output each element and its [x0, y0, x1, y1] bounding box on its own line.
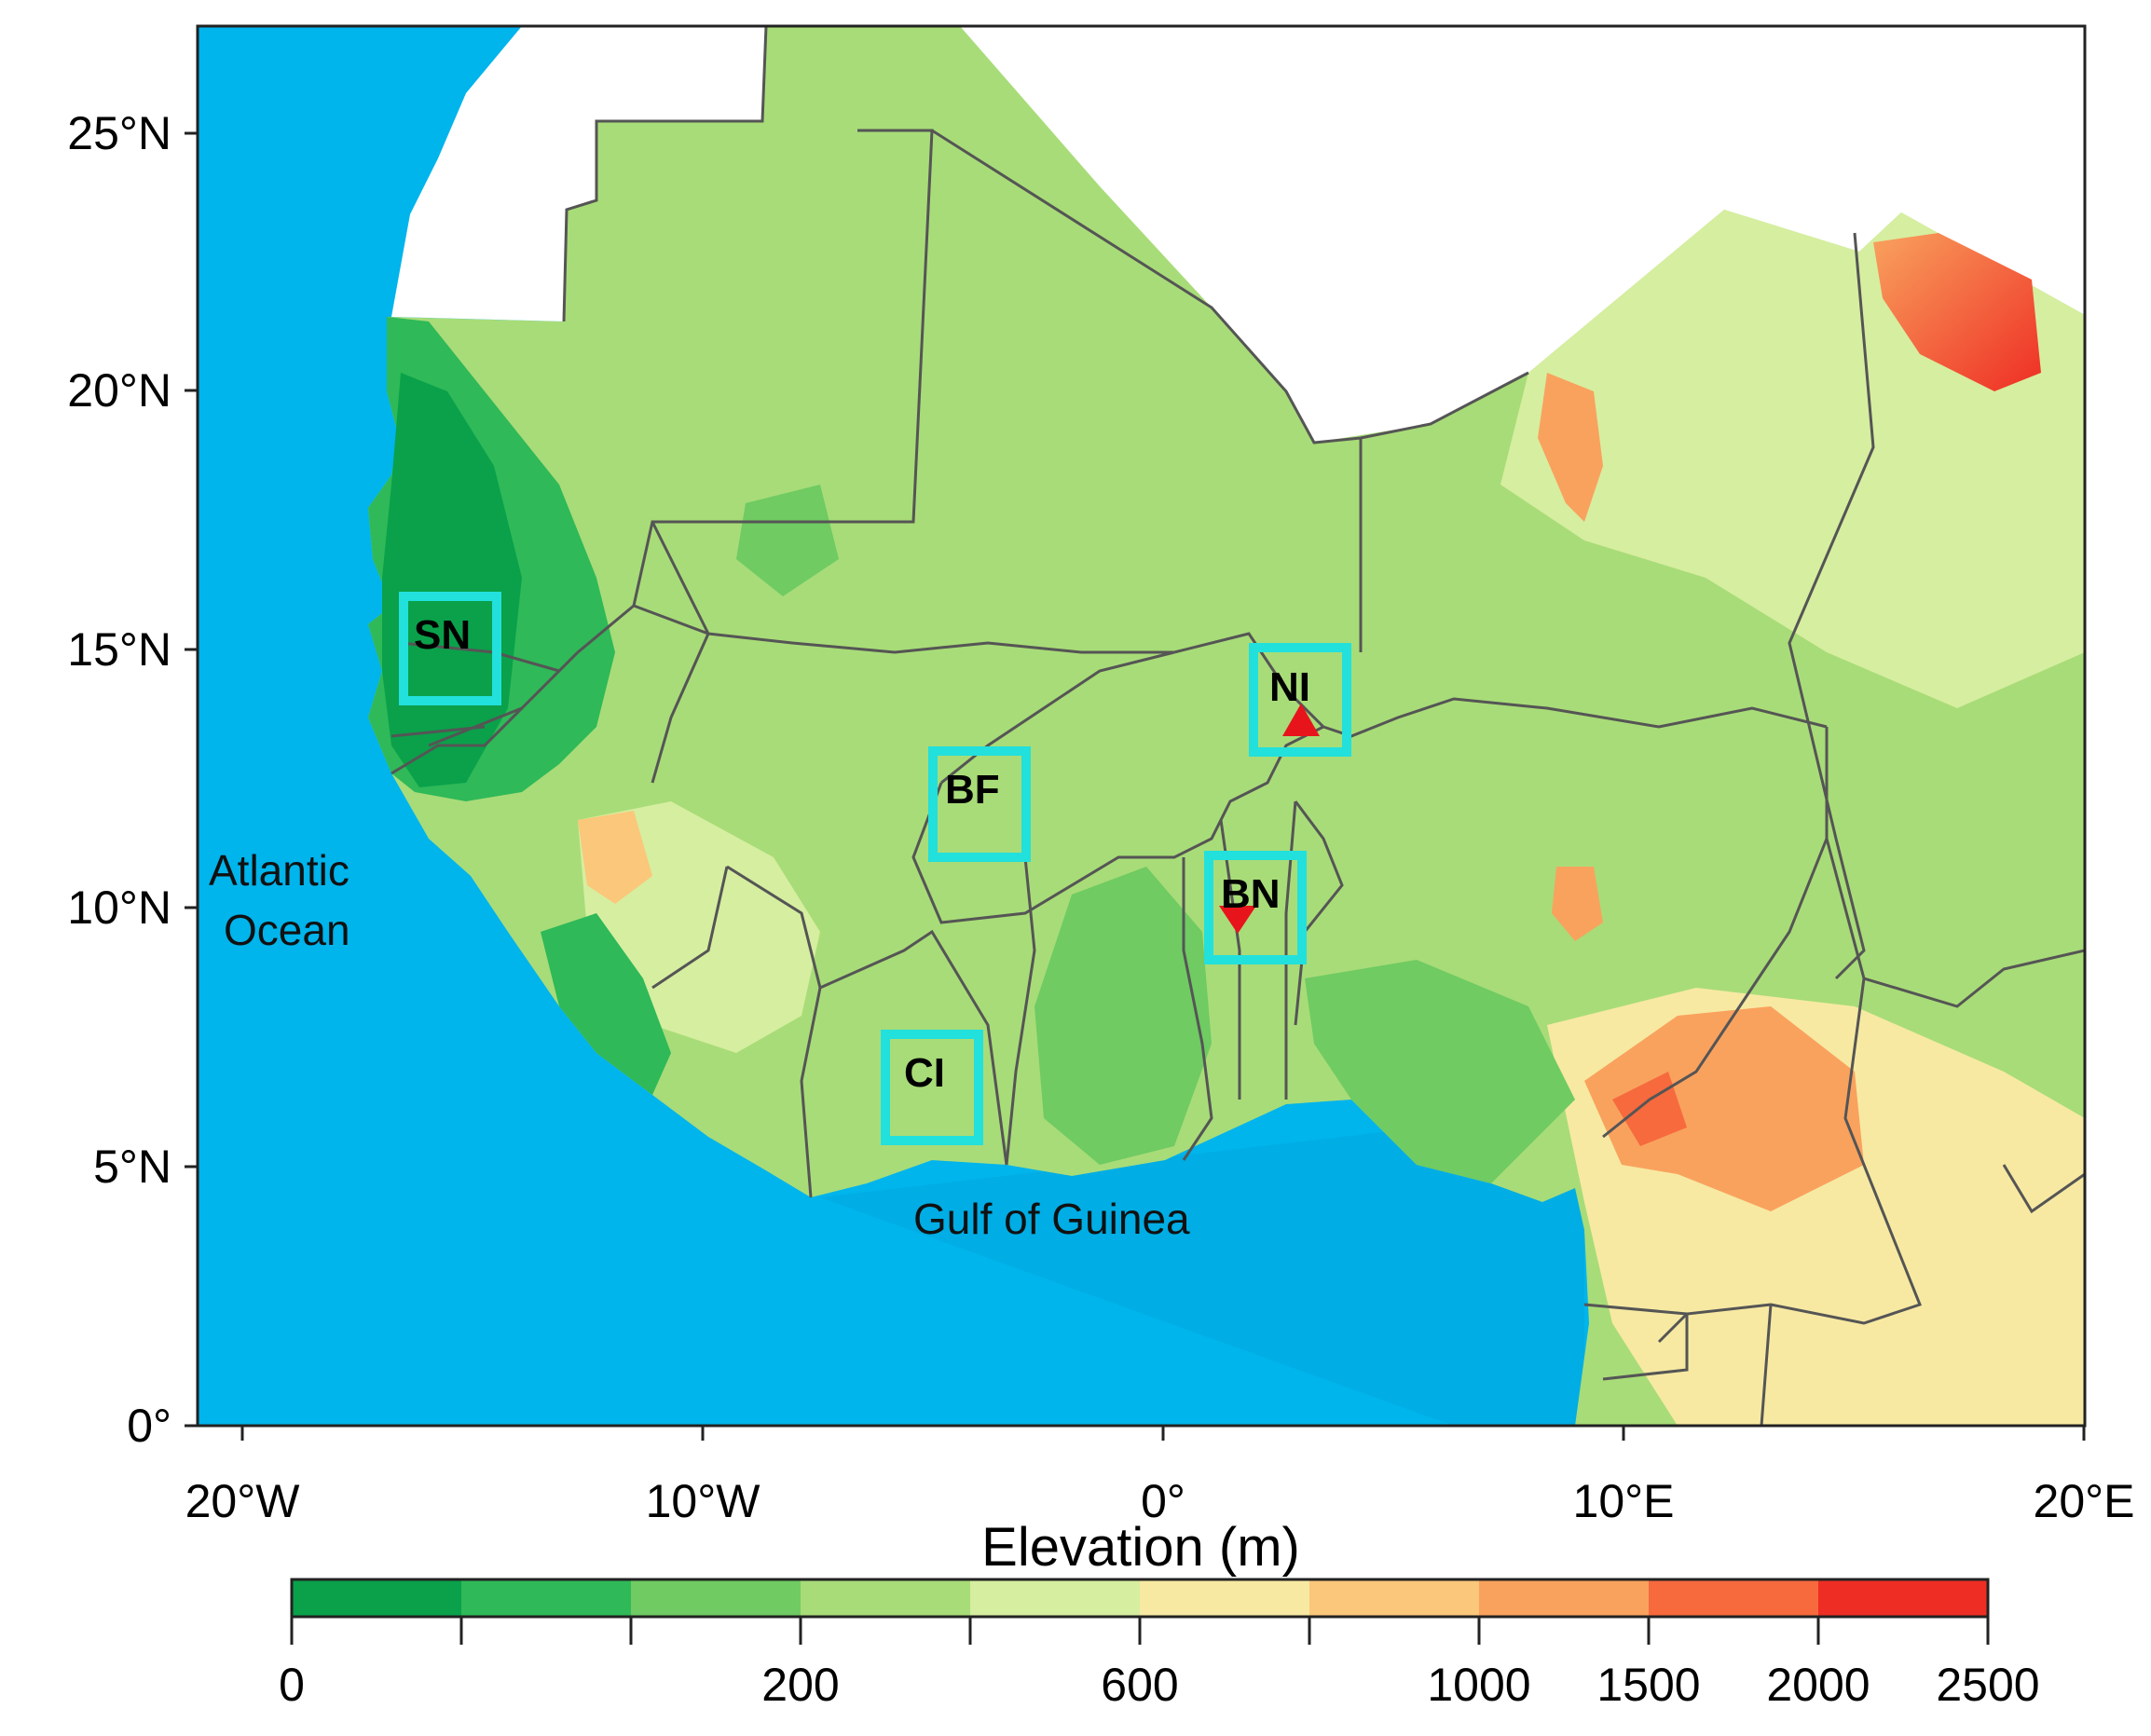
colorbar-tick-label: 1500 [1596, 1659, 1700, 1711]
colorbar-tick-label: 0 [279, 1659, 305, 1711]
highland-jos [1552, 867, 1603, 941]
region-label-sn: SN [414, 612, 471, 658]
lon-label-10w: 10°W [646, 1475, 761, 1527]
region-box-sn [399, 592, 501, 705]
colorbar-bin [801, 1579, 971, 1617]
colorbar-bin [631, 1579, 801, 1617]
colorbar-bin [970, 1579, 1141, 1617]
map-panel: SN BF NI BN CI Atlantic Ocean Gulf of Gu… [198, 26, 2085, 1426]
colorbar-title: Elevation (m) [981, 1517, 1300, 1578]
unshaded-northeast [960, 26, 2085, 443]
country-borders [390, 26, 2085, 1426]
lowlands-ghana [1034, 867, 1212, 1165]
lat-label-25n: 25°N [67, 107, 171, 159]
region-box-ci [881, 1030, 983, 1145]
colorbar-bin [1309, 1579, 1480, 1617]
colorbar-tick-label: 200 [761, 1659, 839, 1711]
highland-cameroon [1584, 1006, 1864, 1211]
unshaded-north [387, 26, 766, 321]
colorbar-bin [292, 1579, 462, 1617]
coastal-lowlands-west-core [382, 373, 522, 787]
colorbar-tick-label: 600 [1101, 1659, 1178, 1711]
colorbar-bin [1649, 1579, 1819, 1617]
region-label-ci: CI [904, 1050, 945, 1096]
region-box-bn [1204, 851, 1307, 964]
region-boxes [399, 592, 1351, 1145]
region-box-ni [1249, 643, 1351, 757]
lon-label-10e: 10°E [1573, 1475, 1675, 1527]
lon-label-20w: 20°W [185, 1475, 301, 1527]
colorbar-ticks [290, 1617, 1990, 1645]
ocean-label-line2: Ocean [224, 906, 350, 954]
highland-aIr [1538, 373, 1603, 522]
lat-label-10n: 10°N [67, 882, 171, 934]
map-frame [196, 24, 2087, 1428]
lat-label-5n: 5°N [93, 1141, 171, 1193]
colorbar-bins [292, 1579, 1989, 1617]
gulf-shade [820, 1109, 1584, 1426]
lat-label-20n: 20°N [67, 364, 171, 417]
region-label-bf: BF [945, 767, 1000, 813]
highland-cameroon-peak [1612, 1072, 1687, 1146]
colorbar-bin [1818, 1579, 1989, 1617]
station-marker-ni [1282, 704, 1320, 736]
lowlands-inland [736, 485, 839, 596]
colorbar-bin [1479, 1579, 1650, 1617]
highland-tibesti [1873, 233, 2041, 391]
station-marker-bn [1219, 906, 1256, 934]
region-label-ni: NI [1269, 664, 1310, 710]
lat-label-15n: 15°N [67, 623, 171, 676]
coastal-lowlands-guinea [541, 913, 671, 1095]
colorbar-tick-label: 2500 [1936, 1659, 2039, 1711]
lon-label-20e: 20°E [2034, 1475, 2135, 1527]
lon-label-0: 0° [1141, 1475, 1185, 1527]
highland-fouta-djallon [578, 811, 652, 904]
lat-label-0: 0° [127, 1400, 171, 1452]
region-label-bn: BN [1221, 871, 1281, 917]
colorbar-tick-labels: 0 200 600 1000 1500 2000 2500 [279, 1659, 2040, 1711]
lat-axis [185, 131, 198, 1428]
lon-axis [240, 1426, 2086, 1441]
colorbar-tick-label: 2000 [1766, 1659, 1870, 1711]
colorbar-bin [461, 1579, 632, 1617]
colorbar-bin [1140, 1579, 1310, 1617]
region-box-bf [928, 746, 1031, 862]
lowlands-nigeria [1305, 960, 1575, 1183]
ocean-label-line1: Atlantic [209, 846, 349, 895]
gulf-label: Gulf of Guinea [913, 1195, 1190, 1243]
colorbar-tick-label: 1000 [1427, 1659, 1530, 1711]
